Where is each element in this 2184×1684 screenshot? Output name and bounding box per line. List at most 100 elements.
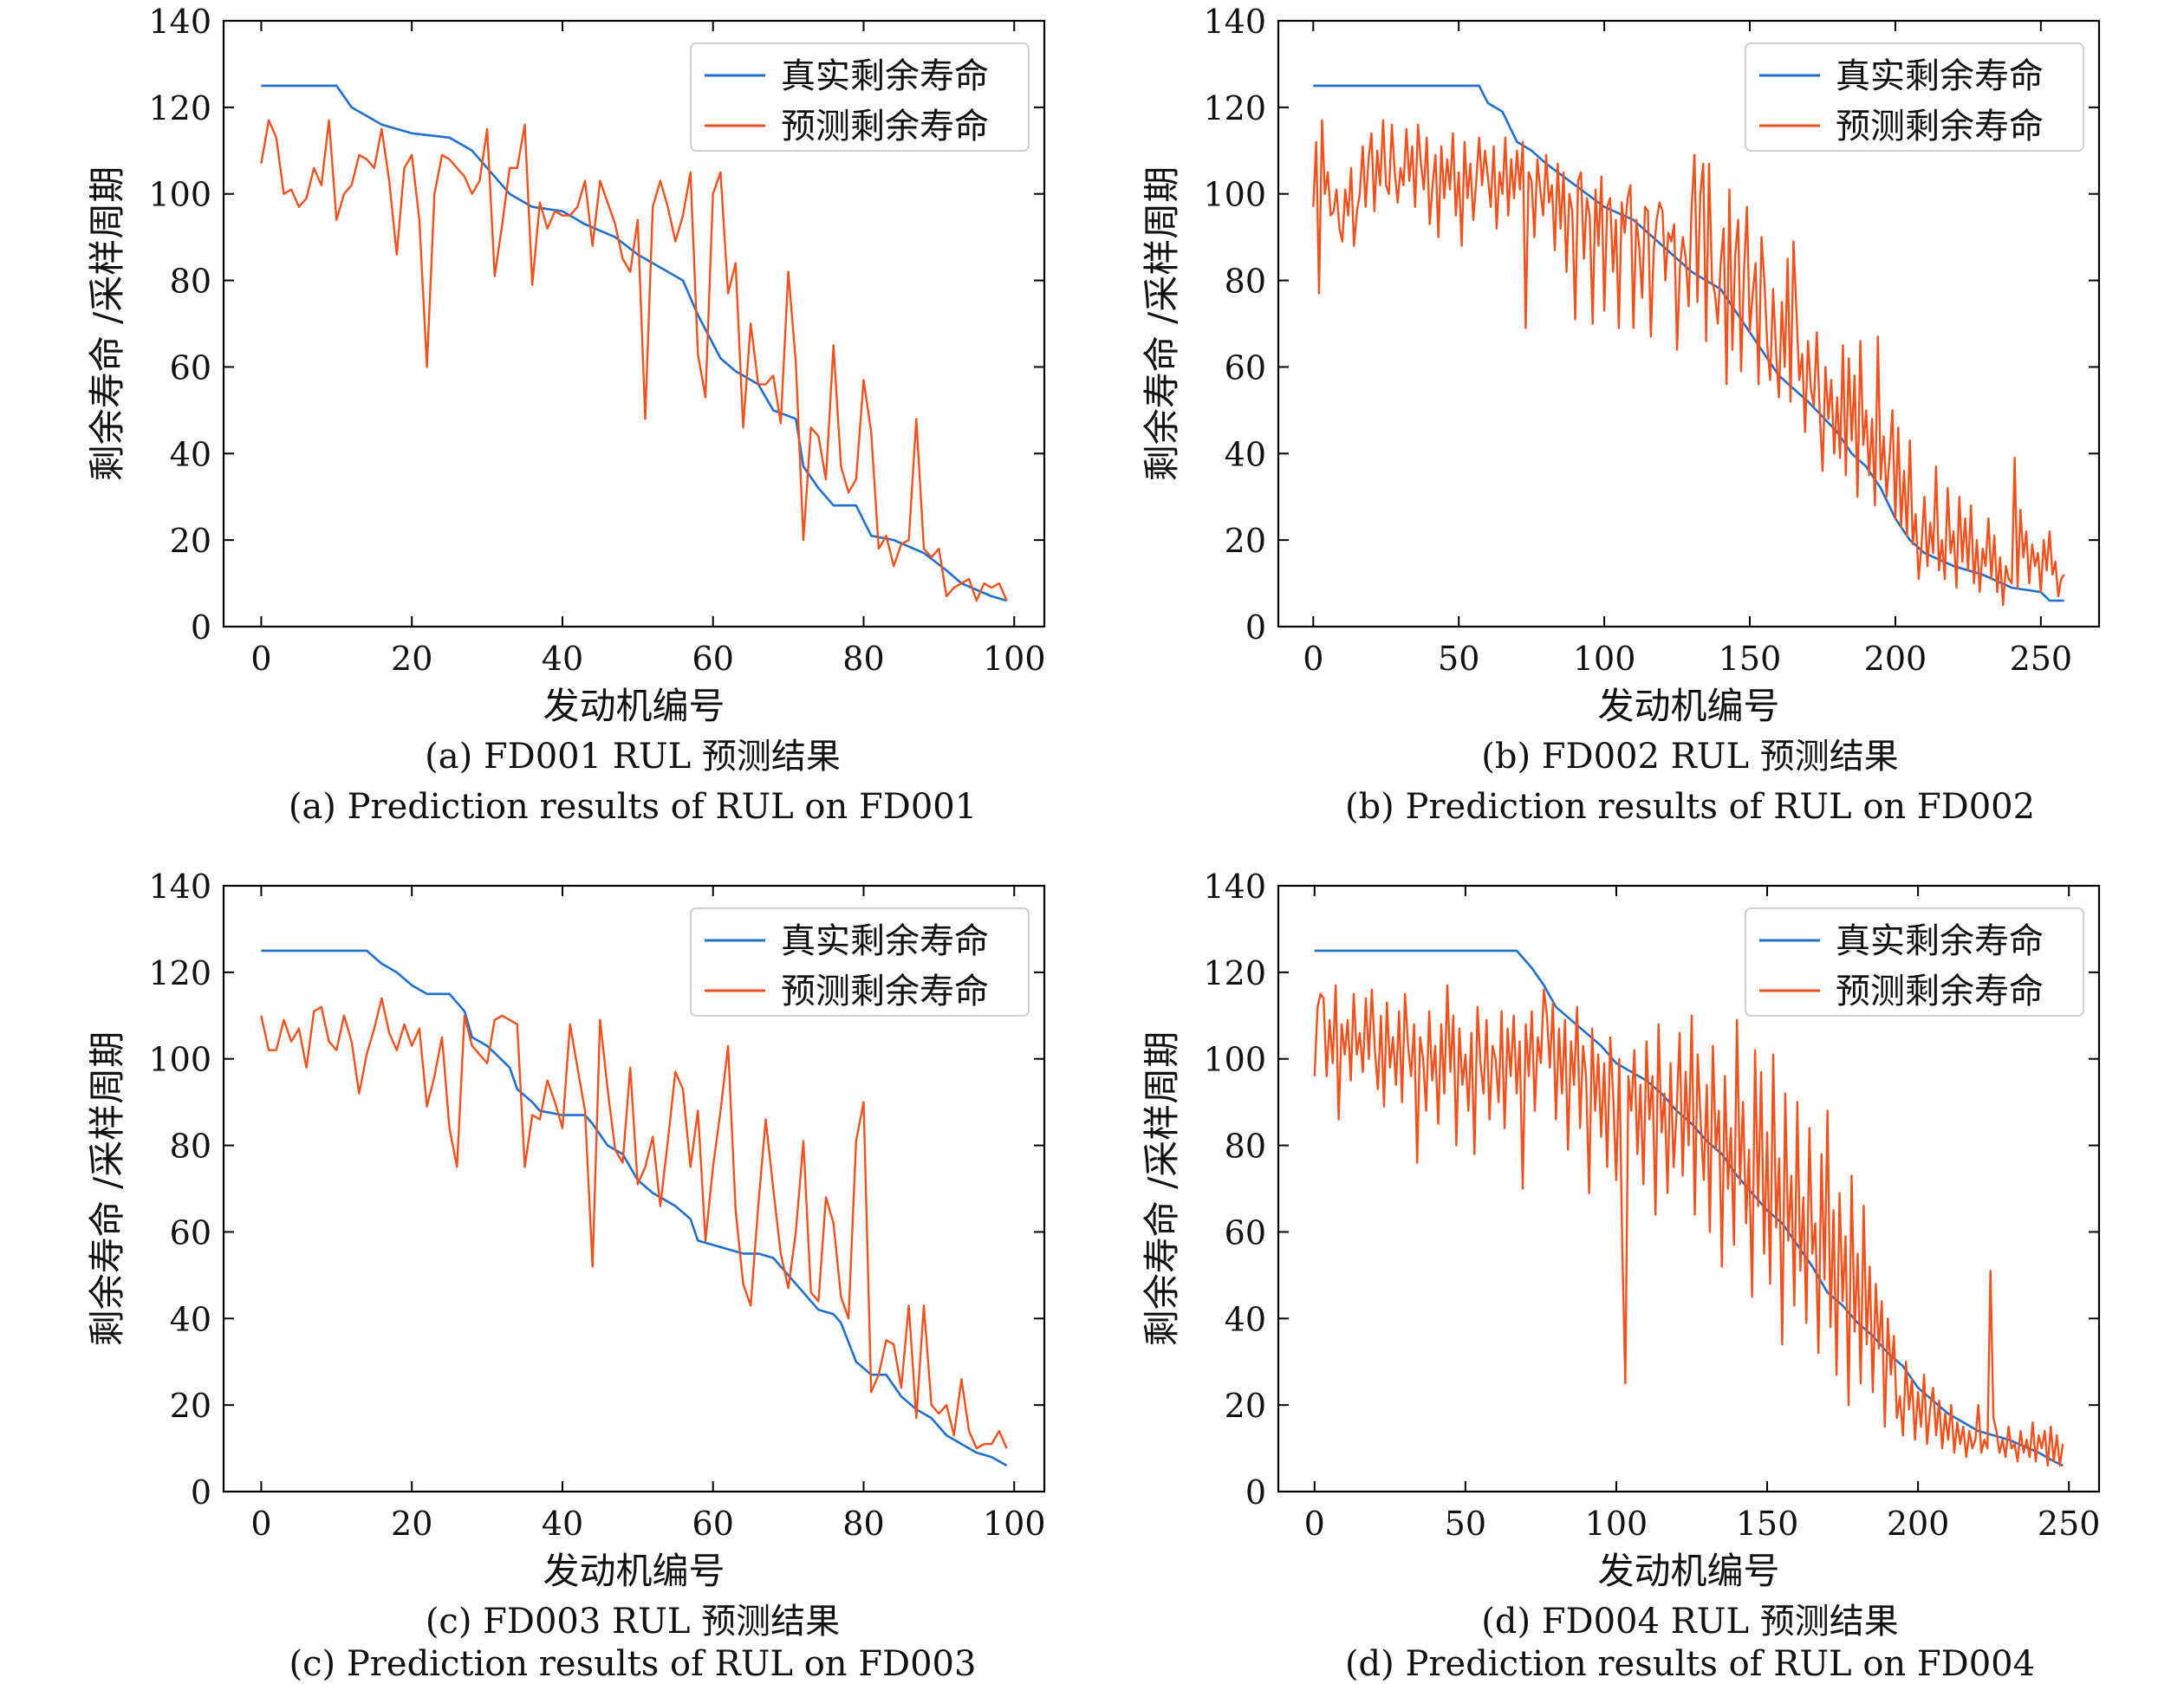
caption-a-en: (a) Prediction results of RUL on FD001 [288,787,978,827]
x-axis-label: 发动机编号 [1597,685,1779,727]
x-axis-label: 发动机编号 [543,1550,725,1592]
y-tick-label: 20 [1225,522,1266,560]
pred-rul-line-d [1313,984,2064,1467]
true-rul-line-c [261,949,1008,1467]
x-axis-label: 发动机编号 [1597,1550,1779,1592]
y-tick-label: 140 [148,868,211,906]
legend-box [690,42,1030,152]
y-tick-label: 80 [1225,263,1266,301]
legend-pred-label: 预测剩余寿命 [1836,972,2044,1011]
legend-true-label: 真实剩余寿命 [1836,56,2044,96]
x-tick-label: 50 [1438,640,1479,678]
y-tick-label: 140 [1203,3,1266,41]
y-tick-label: 80 [1225,1128,1266,1166]
x-tick-label: 100 [1573,640,1636,678]
x-tick-label: 250 [2038,1505,2101,1543]
pred-rul-line-c [260,997,1008,1450]
x-tick-label: 80 [842,1505,884,1543]
legend-box [1745,907,2084,1017]
plot-frame-a [222,19,1046,628]
x-tick-label: 60 [692,640,734,678]
y-tick-label: 140 [148,3,211,41]
x-tick-label: 40 [542,640,583,678]
pred-rul-line-a [260,119,1008,602]
pred-rul-line-b [1312,119,2065,607]
legend-pred-label: 预测剩余寿命 [781,107,989,146]
x-tick-label: 200 [1864,640,1927,678]
x-tick-label: 80 [842,640,884,678]
true-rul-line-a [261,84,1007,602]
legend-box [690,907,1030,1017]
x-tick-label: 20 [391,1505,432,1543]
caption-b-cn: (b) FD002 RUL 预测结果 [1481,737,1899,777]
plot-frame-c [222,884,1046,1493]
y-tick-label: 60 [1225,1213,1266,1252]
legend-true-label: 真实剩余寿命 [781,921,989,961]
y-tick-label: 0 [1245,1473,1266,1512]
y-tick-label: 80 [170,263,211,301]
y-tick-label: 100 [148,1041,211,1079]
legend-pred-label: 预测剩余寿命 [1836,107,2044,146]
x-tick-label: 200 [1887,1505,1950,1543]
caption-c-cn: (c) FD003 RUL 预测结果 [425,1602,841,1642]
legend-true-label: 真实剩余寿命 [1836,921,2044,961]
x-tick-label: 150 [1719,640,1782,678]
true-rul-line-b [1313,84,2064,602]
y-tick-label: 100 [1203,1041,1266,1079]
y-tick-label: 20 [170,522,211,560]
y-tick-label: 100 [148,176,211,214]
x-axis-label: 发动机编号 [543,685,725,727]
chart-panel-b: 0 20 40 60 80 100 120 140 0 50 100 150 200 250 发动机编号 剩余… [1141,3,2101,727]
y-tick-label: 60 [170,1213,211,1252]
x-tick-label: 60 [692,1505,734,1543]
x-tick-label: 250 [2010,640,2073,678]
caption-d-en: (d) Prediction results of RUL on FD004 [1344,1644,2036,1684]
y-tick-label: 120 [148,954,211,992]
x-tick-label: 100 [1585,1505,1648,1543]
x-tick-label: 150 [1736,1505,1799,1543]
x-tick-label: 20 [391,640,432,678]
y-tick-label: 0 [191,608,211,647]
y-tick-label: 60 [170,348,211,387]
chart-panel-c: 0 20 40 60 80 100 120 140 0 20 40 60 80 100 发动机编号 剩余寿命 … [86,868,1046,1592]
y-tick-label: 60 [1225,348,1266,387]
chart-panel-d: 0 20 40 60 80 100 120 140 0 50 100 150 200 250 发动机编号 剩余… [1141,868,2100,1592]
legend-pred-label: 预测剩余寿命 [781,972,989,1011]
caption-c-en: (c) Prediction results of RUL on FD003 [289,1644,977,1684]
plot-frame-b [1277,19,2101,628]
y-tick-label: 140 [1203,868,1266,906]
x-tick-label: 0 [250,640,271,678]
chart-panel-a: 0 20 40 60 80 100 120 140 0 20 40 60 80 100 发动机编号 剩余寿命 … [86,3,1046,727]
x-tick-label: 50 [1445,1505,1486,1543]
y-tick-label: 120 [1203,89,1266,127]
plot-frame-d [1277,884,2101,1493]
legend-true-label: 真实剩余寿命 [781,56,989,96]
caption-b-en: (b) Prediction results of RUL on FD002 [1344,787,2036,827]
y-tick-label: 120 [1203,954,1266,992]
x-tick-label: 100 [983,1505,1046,1543]
y-tick-label: 80 [170,1128,211,1166]
y-tick-label: 40 [170,435,211,473]
caption-d-cn: (d) FD004 RUL 预测结果 [1481,1602,1899,1642]
y-tick-label: 100 [1203,176,1266,214]
y-axis-label: 剩余寿命 /采样周期 [86,166,128,482]
y-tick-label: 40 [1225,1300,1266,1338]
x-tick-label: 0 [250,1505,271,1543]
y-tick-label: 40 [1225,435,1266,473]
x-tick-label: 40 [542,1505,583,1543]
y-tick-label: 20 [1225,1387,1266,1425]
x-tick-label: 0 [1303,640,1323,678]
x-tick-label: 100 [983,640,1046,678]
y-axis-label: 剩余寿命 /采样周期 [1141,166,1183,482]
y-tick-label: 40 [170,1300,211,1338]
y-axis-label: 剩余寿命 /采样周期 [86,1031,128,1347]
x-tick-label: 0 [1304,1505,1325,1543]
y-axis-label: 剩余寿命 /采样周期 [1141,1031,1183,1347]
true-rul-line-d [1314,949,2064,1467]
y-tick-label: 120 [148,89,211,127]
